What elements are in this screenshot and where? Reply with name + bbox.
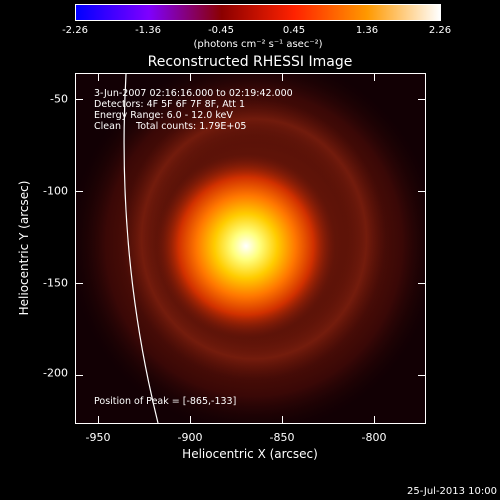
x-axis-label: Heliocentric X (arcsec) <box>182 447 318 461</box>
colorbar-tick-label: -1.36 <box>135 25 161 36</box>
x-tick-label: -950 <box>85 431 111 444</box>
x-tick-label: -850 <box>269 431 295 444</box>
y-axis-label: Heliocentric Y (arcsec) <box>17 180 31 316</box>
footer-date: 25-Jul-2013 10:00 <box>406 486 497 497</box>
colorbar-tick-label: -0.45 <box>208 25 234 36</box>
time-range-text: 3-Jun-2007 02:16:16.000 to 02:19:42.000 <box>94 88 293 99</box>
clean-counts-text: Clean Total counts: 1.79E+05 <box>94 121 247 132</box>
detectors-text: Detectors: 4F 5F 6F 7F 8F, Att 1 <box>94 99 246 110</box>
y-tick-label: -50 <box>50 92 68 106</box>
colorbar-tick-label: 1.36 <box>355 25 379 36</box>
x-tick-label: -800 <box>361 431 387 444</box>
emission-peak <box>156 154 336 338</box>
plot-title: Reconstructed RHESSI Image <box>147 54 353 70</box>
colorbar-units: (photons cm⁻² s⁻¹ asec⁻²) <box>193 39 323 50</box>
y-tick-label: -200 <box>43 366 68 380</box>
colorbar-tick-label: -2.26 <box>62 25 88 36</box>
colorbar-tick-label: 2.26 <box>428 25 452 36</box>
solar-image: 3-Jun-2007 02:16:16.000 to 02:19:42.000 … <box>75 73 426 424</box>
colorbar <box>75 4 441 21</box>
solar-limb-line <box>123 74 159 423</box>
y-tick-label: -150 <box>43 276 68 290</box>
y-tick-label: -100 <box>43 184 68 198</box>
energy-range-text: Energy Range: 6.0 - 12.0 keV <box>94 110 233 121</box>
peak-position-text: Position of Peak = [-865,-133] <box>94 396 237 407</box>
xray-emission-map <box>76 74 425 423</box>
colorbar-tick-label: 0.45 <box>282 25 306 36</box>
x-tick-label: -900 <box>177 431 203 444</box>
